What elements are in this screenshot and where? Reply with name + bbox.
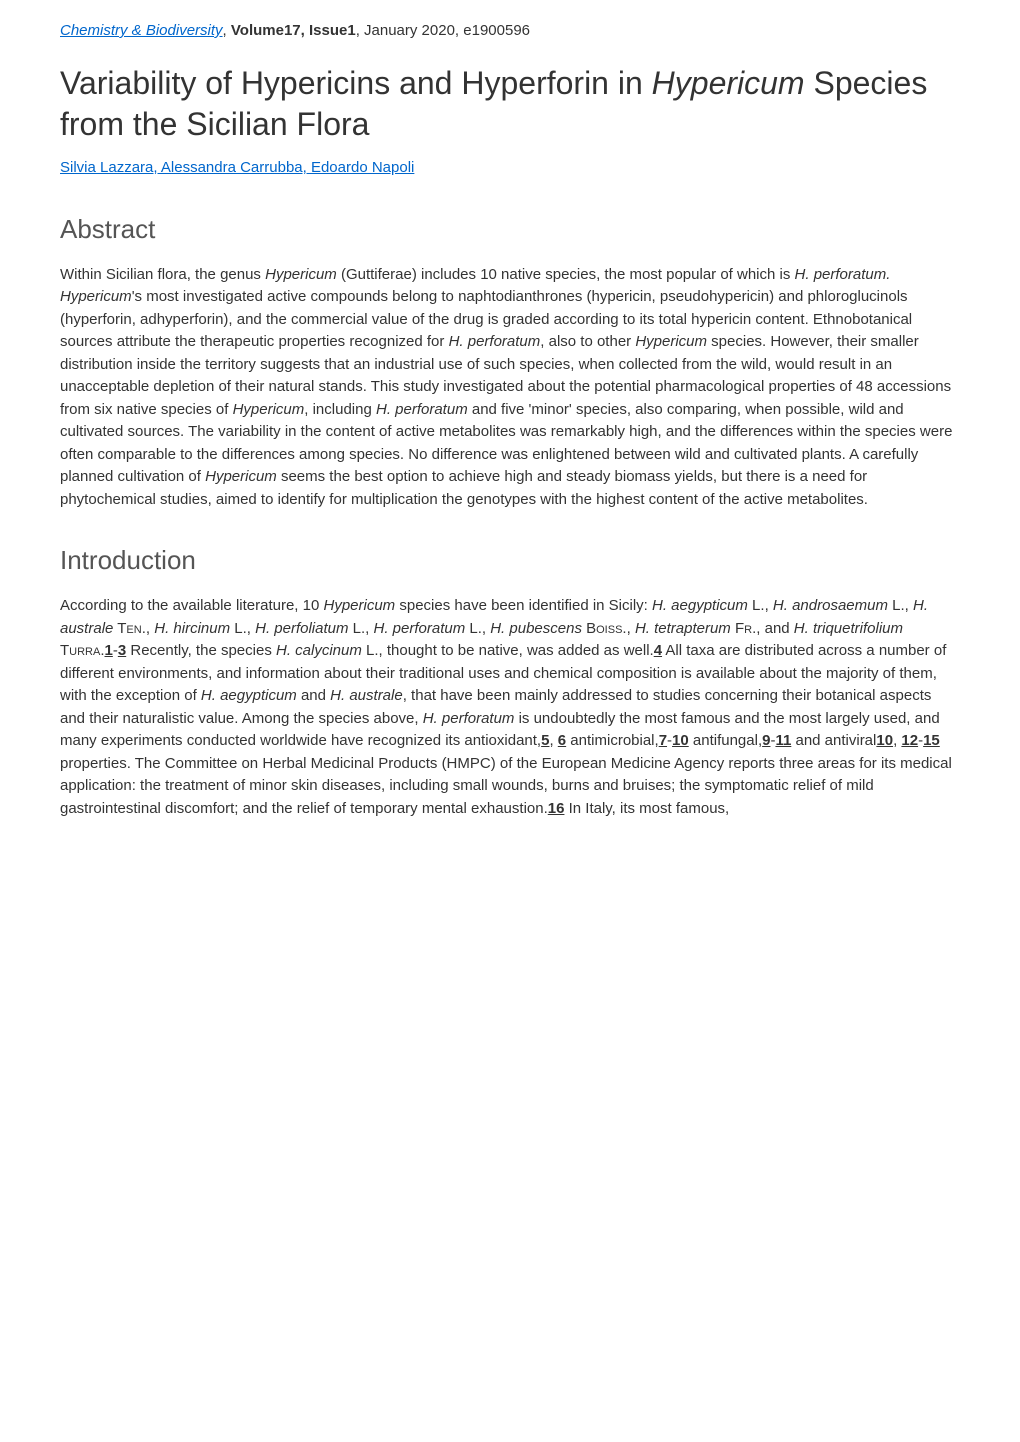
intro-text: species have been identified in Sicily: [395, 597, 652, 614]
authors-line: Silvia Lazzara, Alessandra Carrubba, Edo… [60, 156, 960, 180]
intro-italic: Hypericum [324, 597, 396, 614]
abstract-italic: Hypericum [233, 401, 305, 418]
ref-comma: , [549, 732, 557, 749]
reference-link-12[interactable]: 12 [901, 732, 918, 749]
intro-italic: H. perforatum [423, 710, 515, 727]
abstract-italic: H. perforatum [449, 333, 541, 350]
intro-text: and [297, 687, 330, 704]
intro-smallcaps: Ten. [113, 620, 146, 637]
intro-italic: H. androsaemum [773, 597, 888, 614]
intro-smallcaps: Boiss. [582, 620, 627, 637]
journal-link[interactable]: Chemistry & Biodiversity [60, 22, 223, 39]
intro-italic: H. triquetrifolium [794, 620, 903, 637]
intro-text: antimicrobial, [566, 732, 659, 749]
reference-link-4[interactable]: 4 [654, 642, 662, 659]
abstract-text: (Guttiferae) includes 10 native species,… [337, 266, 795, 283]
reference-link-11[interactable]: 11 [775, 732, 791, 749]
intro-italic: H. aegypticum [652, 597, 748, 614]
intro-text: L., [230, 620, 255, 637]
reference-link-6[interactable]: 6 [558, 732, 566, 749]
date-pages: January 2020, e1900596 [360, 22, 530, 39]
intro-text: , [627, 620, 635, 637]
intro-text: , [146, 620, 154, 637]
abstract-text: , including [304, 401, 376, 418]
intro-text: In Italy, its most famous, [564, 800, 729, 817]
intro-text: L., [348, 620, 373, 637]
intro-italic: H. aegypticum [201, 687, 297, 704]
intro-italic: H. perforatum [374, 620, 466, 637]
title-italic: Hypericum [652, 65, 805, 101]
intro-italic: H. tetrapterum [635, 620, 731, 637]
header-separator: , [223, 22, 231, 39]
reference-link-7[interactable]: 7 [659, 732, 667, 749]
abstract-italic: Hypericum [635, 333, 707, 350]
intro-text: L., thought to be native, was added as w… [362, 642, 654, 659]
abstract-heading: Abstract [60, 210, 960, 249]
reference-link-3[interactable]: 3 [118, 642, 126, 659]
abstract-italic: Hypericum [265, 266, 337, 283]
intro-smallcaps: Turra. [60, 642, 105, 659]
title-text-1: Variability of Hypericins and Hyperforin… [60, 65, 652, 101]
intro-text: antifungal, [689, 732, 762, 749]
abstract-italic: Hypericum [205, 468, 277, 485]
authors-link[interactable]: Silvia Lazzara, Alessandra Carrubba, Edo… [60, 159, 414, 176]
intro-text: properties. The Committee on Herbal Medi… [60, 755, 952, 817]
reference-link-1[interactable]: 1 [105, 642, 113, 659]
introduction-heading: Introduction [60, 541, 960, 580]
intro-text: According to the available literature, 1… [60, 597, 324, 614]
intro-smallcaps: Fr. [731, 620, 756, 637]
abstract-italic: H. perforatum [376, 401, 468, 418]
intro-italic: H. pubescens [490, 620, 582, 637]
intro-italic: H. australe [330, 687, 403, 704]
intro-text: , and [756, 620, 794, 637]
abstract-paragraph: Within Sicilian flora, the genus Hyperic… [60, 264, 960, 512]
intro-text: and antiviral [791, 732, 876, 749]
intro-italic: H. calycinum [276, 642, 362, 659]
intro-text: L., [888, 597, 913, 614]
reference-link-16[interactable]: 16 [548, 800, 565, 817]
reference-link-10[interactable]: 10 [672, 732, 689, 749]
intro-text: L., [748, 597, 773, 614]
intro-text: Recently, the species [126, 642, 276, 659]
article-title: Variability of Hypericins and Hyperforin… [60, 63, 960, 146]
intro-italic: H. hircinum [154, 620, 230, 637]
header-citation: Chemistry & Biodiversity, Volume17, Issu… [60, 20, 960, 43]
abstract-text: , also to other [540, 333, 635, 350]
volume-issue: Volume17, Issue1 [231, 22, 356, 39]
reference-link-10[interactable]: 10 [876, 732, 893, 749]
reference-link-15[interactable]: 15 [923, 732, 940, 749]
abstract-text: Within Sicilian flora, the genus [60, 266, 265, 283]
introduction-paragraph: According to the available literature, 1… [60, 595, 960, 820]
intro-text: L., [465, 620, 490, 637]
intro-italic: H. perfoliatum [255, 620, 348, 637]
